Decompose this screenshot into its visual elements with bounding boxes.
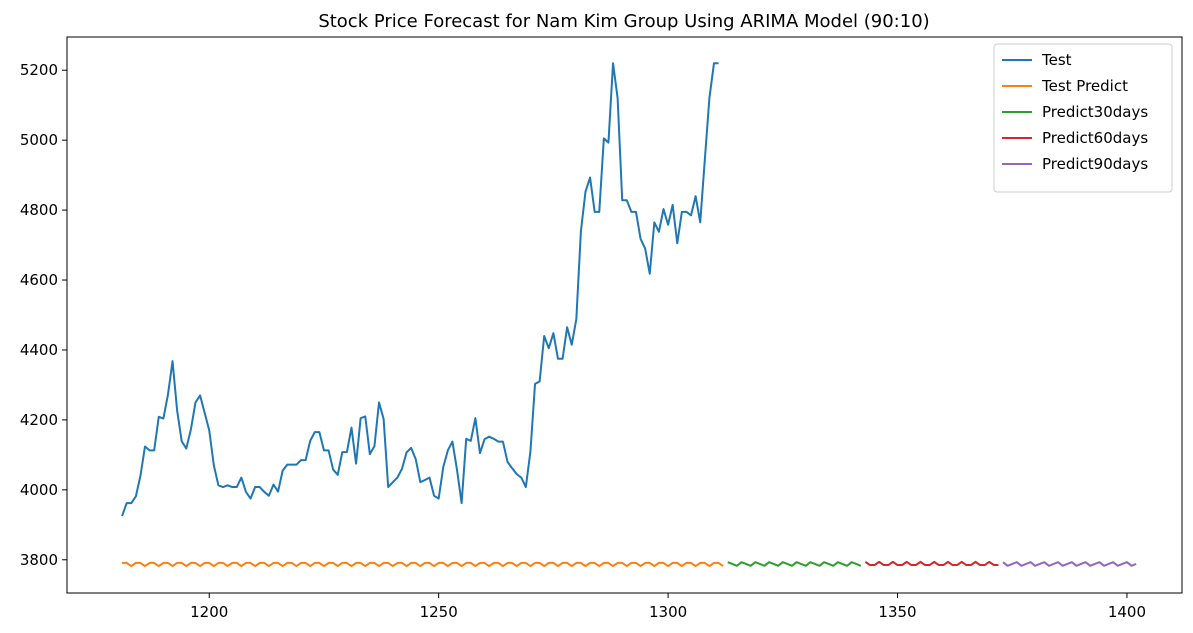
legend-label-predict90days: Predict90days xyxy=(1042,155,1148,173)
legend-label-test-predict: Test Predict xyxy=(1041,77,1128,95)
plot-lines xyxy=(121,62,1137,568)
y-tick-label: 4400 xyxy=(20,341,58,359)
y-tick-label: 4000 xyxy=(20,481,58,499)
series-line-test xyxy=(121,62,719,517)
y-tick-label: 3800 xyxy=(20,551,58,569)
x-axis: 1200 1250 1300 1350 1400 xyxy=(190,593,1146,621)
x-tick-label: 1300 xyxy=(649,603,687,621)
plot-frame xyxy=(66,36,1183,594)
x-tick-label: 1350 xyxy=(878,603,916,621)
chart-title: Stock Price Forecast for Nam Kim Group U… xyxy=(318,11,929,32)
y-axis: 3800 4000 4200 4400 4600 4800 5000 5200 xyxy=(20,61,67,569)
y-tick-label: 4200 xyxy=(20,411,58,429)
legend: Test Test Predict Predict30days Predict60da… xyxy=(993,43,1173,193)
x-tick-label: 1400 xyxy=(1108,603,1146,621)
x-tick-label: 1250 xyxy=(420,603,458,621)
legend-label-predict60days: Predict60days xyxy=(1042,129,1148,147)
series-line-predict30days xyxy=(727,561,862,567)
series-line-test-predict xyxy=(122,561,724,568)
legend-label-test: Test xyxy=(1041,51,1072,69)
series-line-predict90days xyxy=(1002,561,1137,567)
y-tick-label: 5000 xyxy=(20,131,58,149)
y-tick-label: 4800 xyxy=(20,201,58,219)
y-tick-label: 4600 xyxy=(20,271,58,289)
y-tick-label: 5200 xyxy=(20,61,58,79)
legend-label-predict30days: Predict30days xyxy=(1042,103,1148,121)
series-line-predict60days xyxy=(864,560,999,567)
legend-box xyxy=(993,43,1173,193)
x-tick-label: 1200 xyxy=(190,603,228,621)
